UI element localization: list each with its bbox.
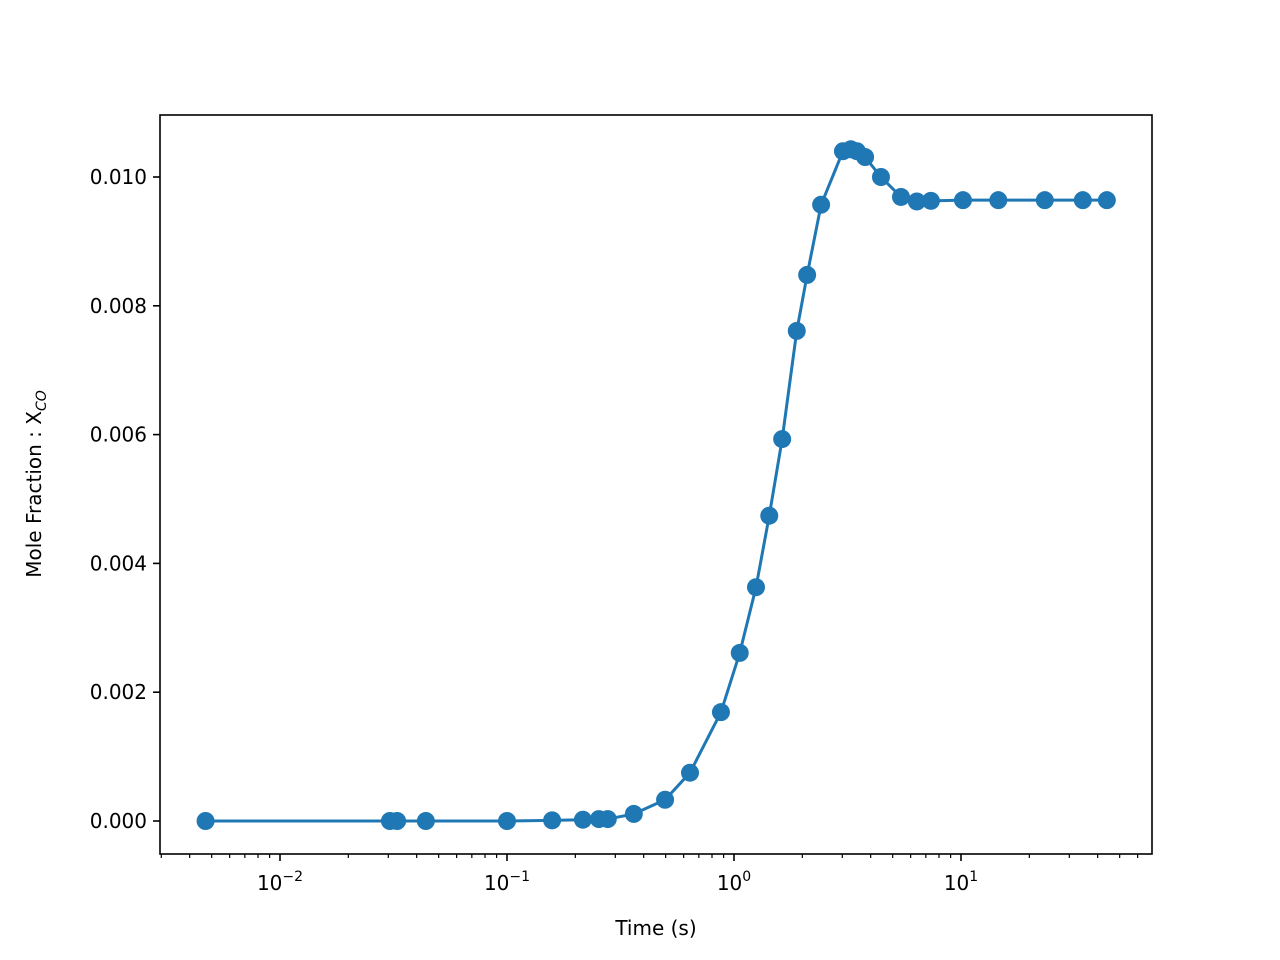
data-point-marker (681, 763, 700, 782)
data-point-marker (656, 790, 675, 809)
y-tick-label: 0.002 (90, 680, 147, 704)
data-point-marker (388, 812, 407, 830)
data-point-marker (856, 148, 875, 167)
y-axis-label-main: Mole Fraction : X (22, 411, 46, 578)
data-point-marker (730, 643, 749, 662)
data-point-marker (760, 506, 779, 525)
x-tick-label: 10−2 (257, 869, 303, 895)
y-tick-label: 0.000 (90, 809, 147, 833)
data-point-marker (543, 811, 562, 830)
y-axis-label-subscript: CO (34, 390, 50, 411)
data-point-marker (787, 321, 806, 340)
data-point-marker (498, 812, 516, 830)
x-axis-label: Time (s) (614, 916, 696, 940)
data-point-marker (711, 703, 730, 722)
data-point-marker (812, 195, 831, 214)
data-point-marker (921, 191, 940, 210)
y-axis-label: Mole Fraction : XCO (22, 390, 50, 578)
data-point-marker (624, 804, 643, 823)
data-point-marker (773, 430, 792, 449)
data-point-marker (1097, 191, 1116, 210)
data-point-marker (953, 191, 972, 210)
y-tick-label: 0.008 (90, 294, 147, 318)
data-point-marker (598, 810, 617, 829)
x-tick-label: 100 (717, 869, 751, 895)
data-series (196, 140, 1116, 830)
plot-area (160, 115, 1152, 854)
x-tick-label: 10−1 (484, 869, 530, 895)
data-point-marker (989, 191, 1008, 210)
x-tick-label: 101 (944, 869, 978, 895)
data-point-marker (907, 192, 926, 211)
y-tick-label: 0.006 (90, 423, 147, 447)
data-point-marker (573, 810, 592, 829)
data-point-marker (1035, 191, 1054, 210)
data-point-marker (196, 812, 215, 830)
data-point-marker (746, 578, 765, 597)
y-tick-label: 0.010 (90, 165, 147, 189)
x-axis-ticks: 10−2 10−1 100 101 (160, 854, 1139, 895)
data-point-marker (891, 187, 910, 206)
data-point-marker (871, 168, 890, 186)
y-axis-ticks: 0.000 0.002 0.004 0.006 0.008 0.010 (90, 165, 160, 833)
y-tick-label: 0.004 (90, 551, 147, 575)
axes-frame (159, 114, 1153, 855)
data-point-marker (416, 812, 435, 830)
data-point-marker (798, 265, 817, 284)
data-point-marker (1073, 191, 1092, 210)
